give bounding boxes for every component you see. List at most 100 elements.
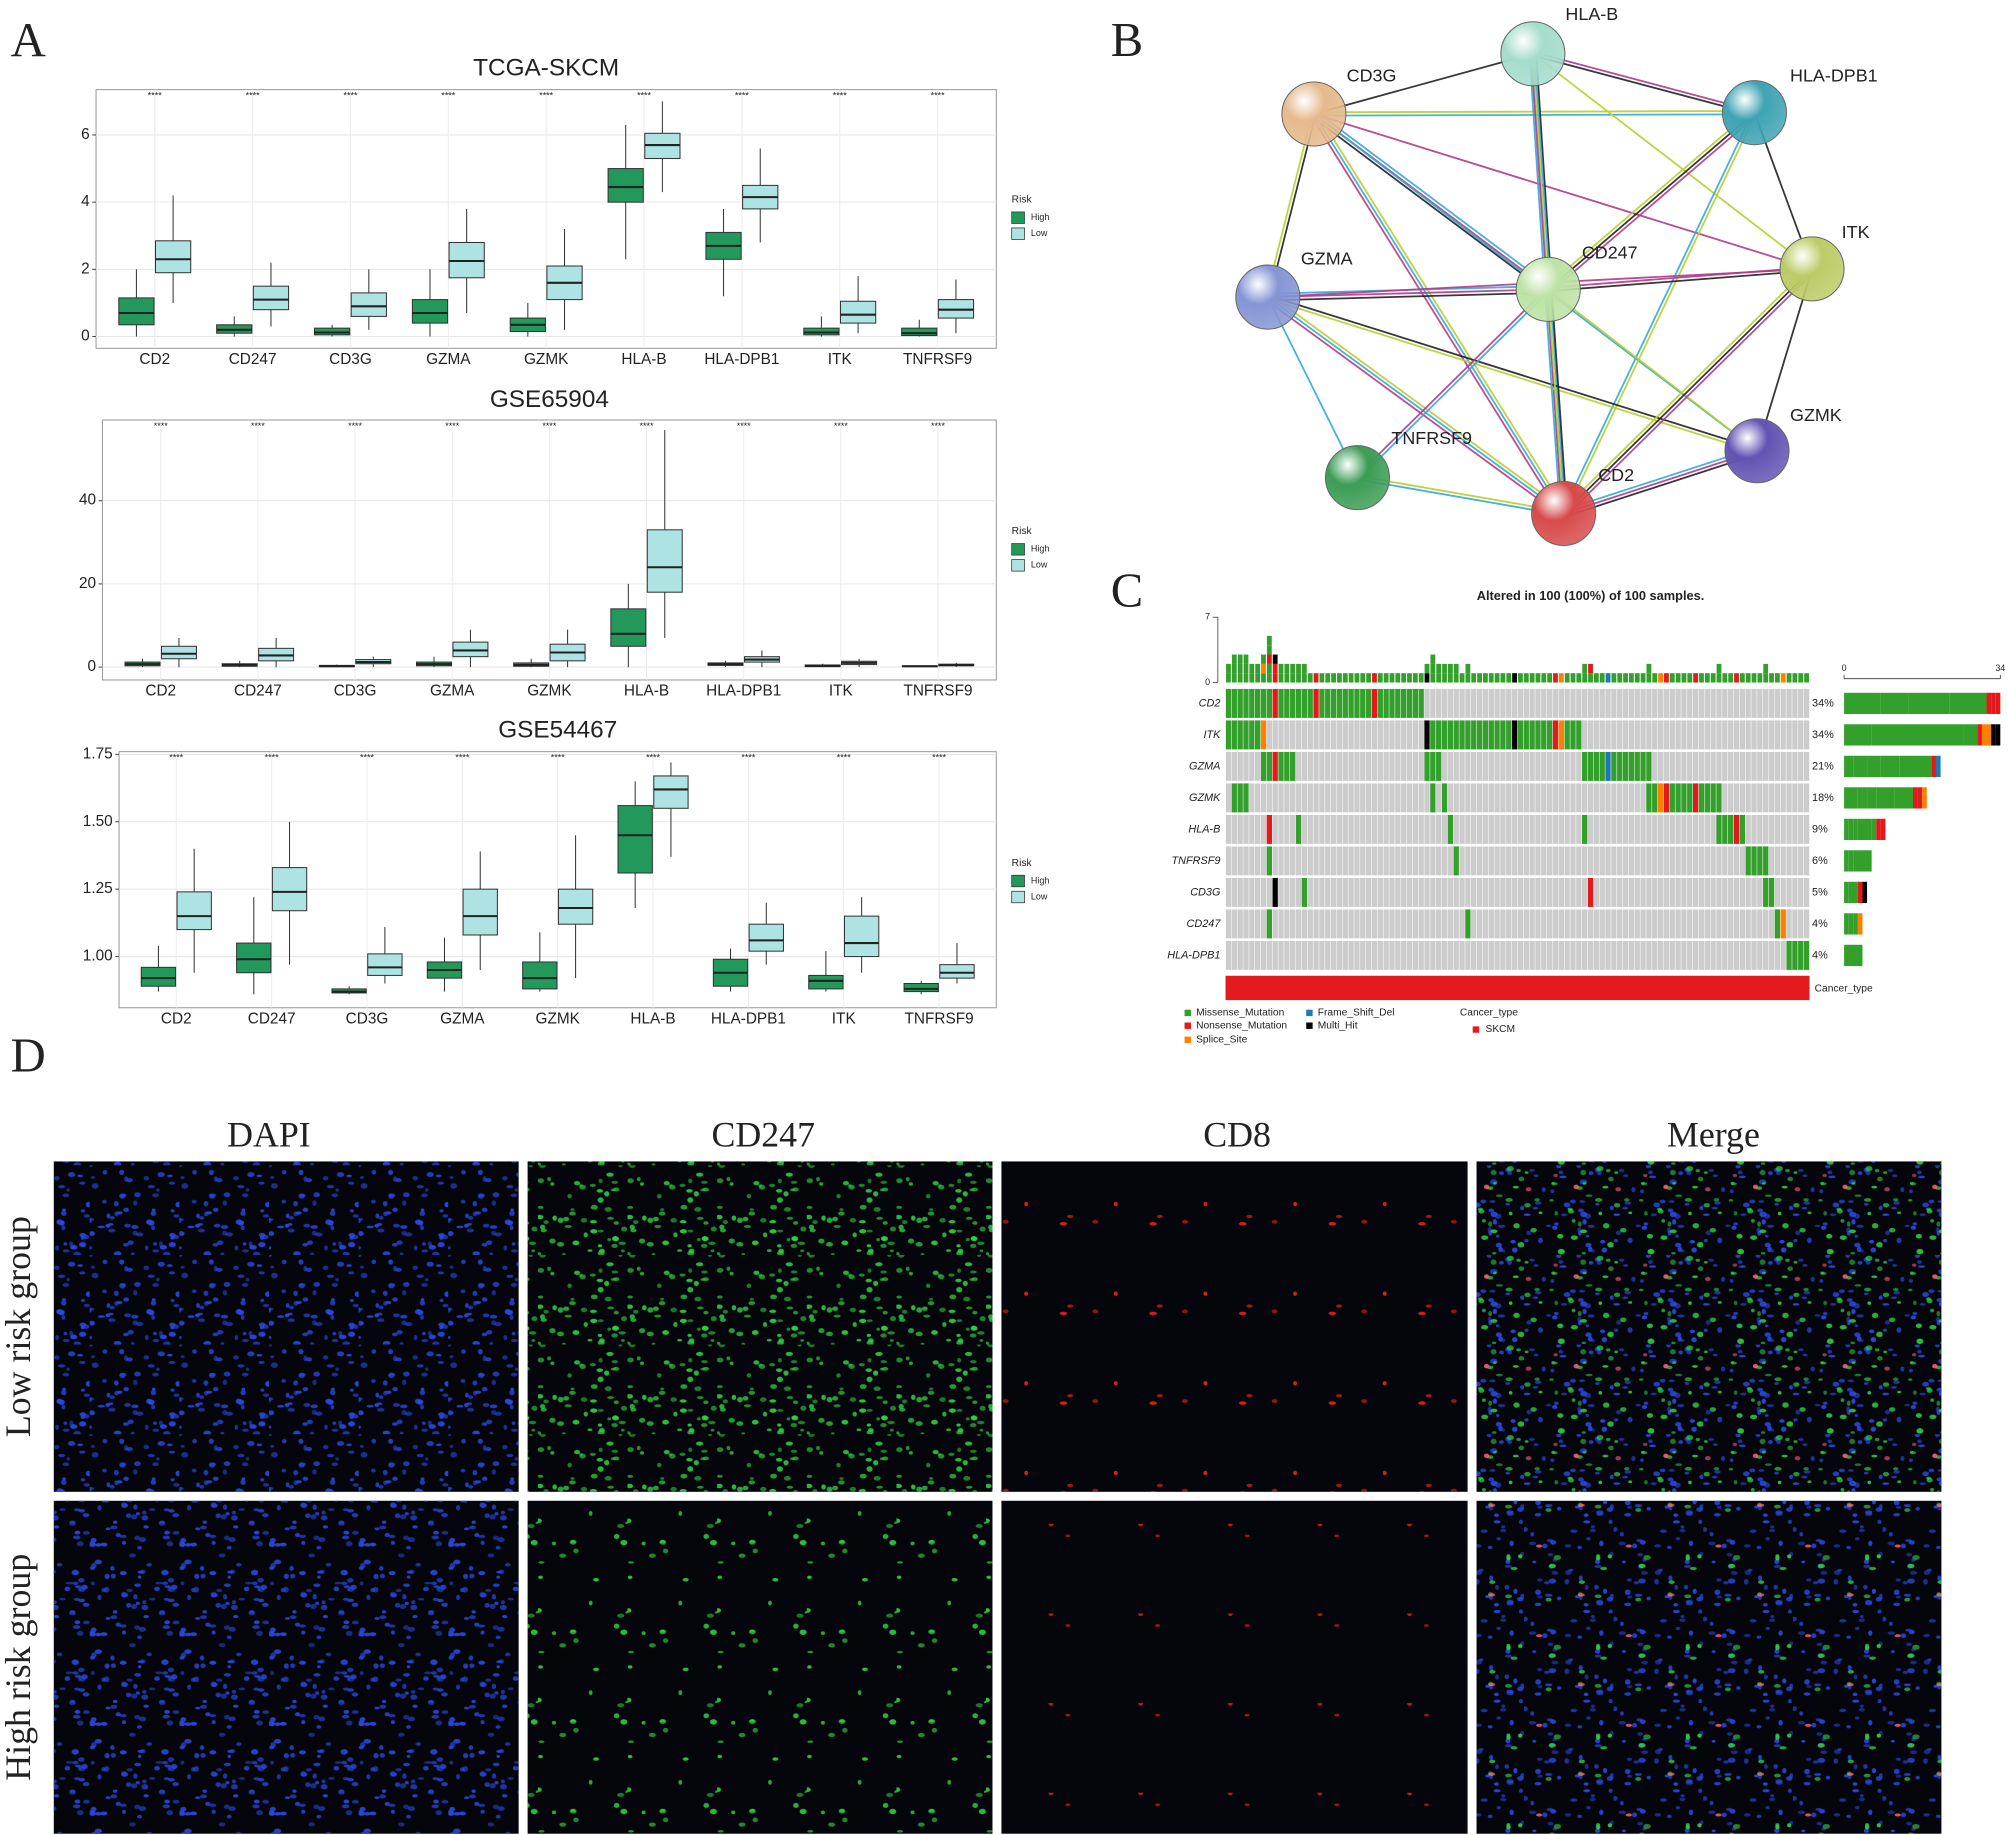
- network-edge: [1313, 113, 1565, 514]
- mutation-cell: [1605, 751, 1611, 781]
- percent-label: 4%: [1812, 918, 1828, 930]
- count-bar: [1991, 692, 1996, 715]
- significance-label: ****: [932, 752, 946, 762]
- y-tick-label: 1.25: [83, 880, 113, 897]
- gene-label: ITK: [1204, 729, 1222, 741]
- count-bar: [1899, 755, 1932, 778]
- mutation-cell: [1266, 846, 1273, 876]
- node-label: CD3G: [1347, 66, 1397, 86]
- count-bar: [1963, 724, 1978, 746]
- box: [903, 983, 939, 993]
- tmb-bar: [1237, 654, 1243, 664]
- count-tick-label: 0: [1842, 663, 1847, 673]
- count-bar: [1844, 787, 1858, 809]
- image-texture-fill: [53, 1500, 519, 1834]
- gene-label: HLA-DPB1: [1167, 949, 1220, 961]
- box: [939, 964, 975, 979]
- significance-label: ****: [735, 90, 749, 100]
- tmb-bar: [1436, 663, 1442, 674]
- network-edge: [1532, 53, 1813, 270]
- significance-label: ****: [539, 90, 553, 100]
- mutation-cell: [1564, 720, 1582, 750]
- legend-label: High: [1031, 875, 1049, 885]
- tmb-bar: [1231, 663, 1237, 674]
- box: [462, 888, 498, 936]
- significance-label: ****: [169, 752, 183, 762]
- network-edge: [1313, 52, 1534, 115]
- legend-key: [1011, 890, 1025, 904]
- significance-label: ****: [931, 90, 945, 100]
- tmb-bar: [1348, 673, 1354, 683]
- network-edge: [1562, 268, 1813, 515]
- y-tick-label: 4: [81, 193, 90, 210]
- significance-label: ****: [154, 421, 168, 431]
- legend-label: Nonsense_Mutation: [1196, 1020, 1287, 1031]
- tmb-bar: [1640, 673, 1646, 683]
- tmb-bar: [1459, 673, 1465, 683]
- x-tick-label: GZMK: [524, 351, 569, 368]
- tmb-bar: [1652, 673, 1658, 683]
- tmb-bar: [1395, 673, 1401, 683]
- tmb-bar: [1611, 673, 1617, 683]
- column-header: CD8: [1203, 1115, 1271, 1155]
- tmb-bar: [1319, 673, 1325, 683]
- x-tick-label: GZMK: [527, 683, 572, 700]
- count-bar: [1848, 850, 1854, 872]
- network-node: [1724, 418, 1790, 484]
- tmb-bar: [1769, 673, 1774, 683]
- network-edge: [1357, 289, 1551, 480]
- tmb-bar: [1716, 663, 1722, 674]
- tmb-bar: [1488, 673, 1494, 683]
- count-bar: [1917, 787, 1923, 809]
- chart-title: GSE54467: [498, 717, 617, 744]
- network-edge: [1561, 111, 1754, 514]
- tmb-bar: [1634, 673, 1640, 683]
- mutation-cell: [1266, 909, 1273, 939]
- count-bar: [1848, 913, 1854, 935]
- percent-label: 5%: [1812, 886, 1828, 898]
- tmb-bar: [1249, 663, 1255, 674]
- network-edge: [1544, 289, 1562, 514]
- node-label: GZMA: [1301, 249, 1353, 269]
- tmb-bar: [1500, 673, 1506, 683]
- tmb-bar: [1360, 673, 1366, 683]
- count-bar: [1871, 818, 1877, 841]
- x-tick-label: TNFRSF9: [903, 351, 972, 368]
- network-edge: [1548, 269, 1813, 292]
- tmb-bar: [1412, 673, 1418, 683]
- count-bar: [1844, 692, 1881, 715]
- tmb-bar: [1424, 673, 1430, 683]
- network-edge: [1311, 115, 1547, 293]
- count-bar: [1977, 724, 1982, 746]
- count-bar: [1853, 913, 1858, 935]
- tmb-bar: [1786, 673, 1792, 683]
- network-node: [1500, 21, 1566, 87]
- box: [154, 240, 192, 274]
- tmb-bar: [1407, 673, 1412, 683]
- tmb-bar: [1728, 673, 1734, 683]
- significance-label: ****: [360, 752, 374, 762]
- tmb-bar: [1372, 673, 1377, 683]
- column-header: DAPI: [227, 1115, 311, 1155]
- box: [367, 953, 403, 976]
- tmb-bar: [1325, 673, 1331, 683]
- tmb-bar: [1722, 673, 1728, 683]
- oncoplot-title: Altered in 100 (100%) of 100 samples.: [1477, 588, 1705, 603]
- image-texture-fill: [53, 1161, 519, 1492]
- x-tick-label: HLA-B: [621, 351, 666, 368]
- box: [522, 961, 558, 990]
- tmb-bar: [1278, 673, 1284, 683]
- tmb-bar: [1261, 673, 1266, 683]
- significance-label: ****: [637, 90, 651, 100]
- count-bar: [1844, 850, 1849, 872]
- network-node: [1235, 264, 1301, 330]
- significance-label: ****: [646, 752, 660, 762]
- tmb-bar: [1301, 673, 1307, 683]
- tmb-bar: [1558, 673, 1564, 683]
- tmb-bar: [1745, 673, 1751, 683]
- box: [271, 867, 308, 912]
- tmb-bar: [1623, 673, 1628, 683]
- mutation-cell: [1663, 783, 1670, 813]
- significance-label: ****: [640, 421, 654, 431]
- tmb-bar: [1739, 673, 1745, 683]
